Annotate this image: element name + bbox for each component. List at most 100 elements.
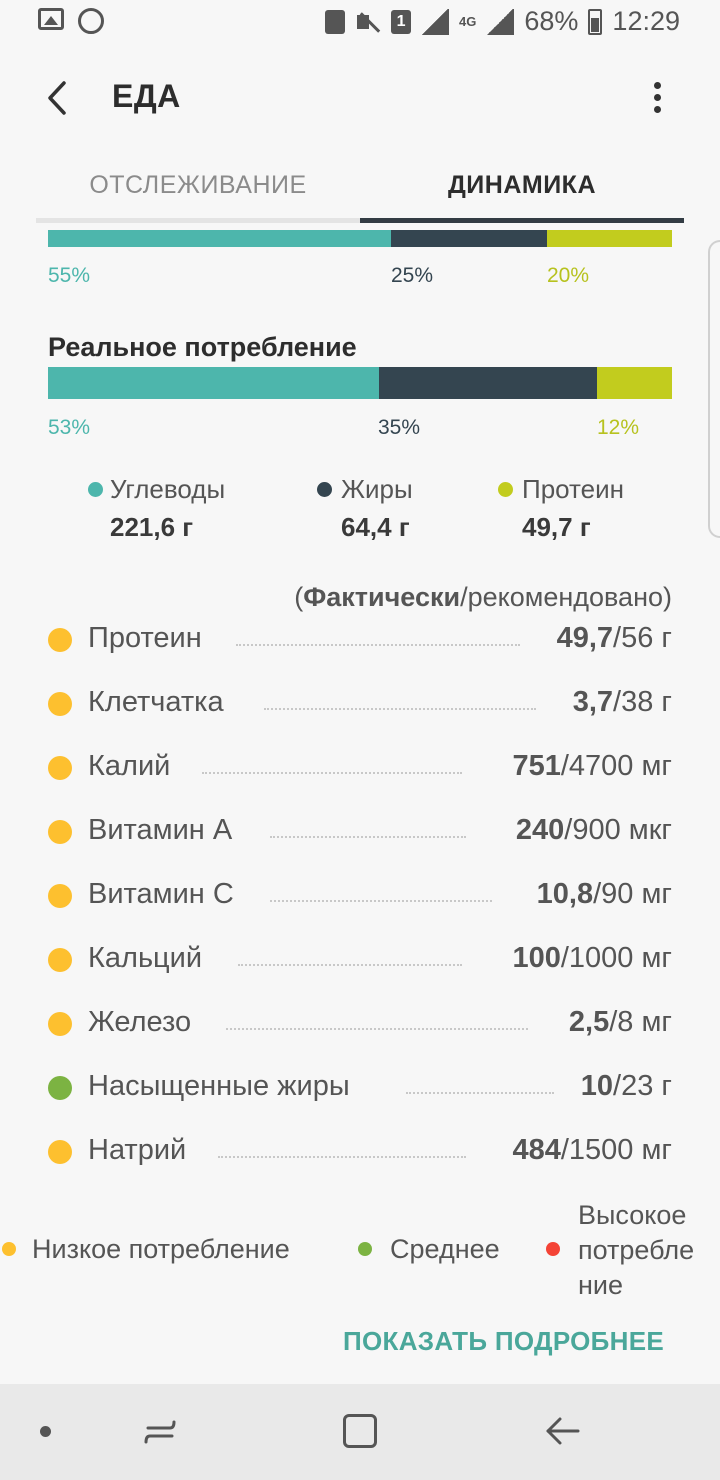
nutrient-row: Протеин 49,7/56 г bbox=[48, 622, 672, 662]
gallery-notification-icon bbox=[38, 8, 64, 30]
low-intake-dot-icon bbox=[48, 756, 72, 780]
low-intake-dot-icon bbox=[48, 948, 72, 972]
scroll-indicator bbox=[708, 240, 720, 538]
dotted-leader bbox=[226, 1028, 528, 1030]
nutrient-recommended: /38 г bbox=[613, 686, 672, 718]
carbs-dot-icon bbox=[88, 482, 103, 497]
nutrient-recommended: /1000 мг bbox=[560, 942, 672, 974]
nutrient-value: 2,5/8 мг bbox=[569, 1006, 672, 1039]
sim-icon: 1 bbox=[391, 9, 412, 34]
low-intake-legend-dot-icon bbox=[2, 1242, 16, 1256]
recommended-ratio-bar bbox=[48, 230, 672, 247]
recommended-protein-segment bbox=[547, 230, 672, 247]
actual-ratio-bar bbox=[48, 367, 672, 399]
low-intake-dot-icon bbox=[48, 1140, 72, 1164]
dotted-leader bbox=[236, 644, 520, 646]
nutrient-name: Калий bbox=[88, 750, 171, 782]
page-title: ЕДА bbox=[112, 78, 181, 114]
nutrient-name: Клетчатка bbox=[88, 686, 224, 718]
nutrient-recommended: /56 г bbox=[613, 622, 672, 654]
nutrient-name: Протеин bbox=[88, 622, 202, 654]
nutrient-value: 240/900 мкг bbox=[516, 814, 672, 847]
nutrients-header-rest: /рекомендовано) bbox=[460, 582, 672, 612]
low-intake-dot-icon bbox=[48, 1012, 72, 1036]
nav-dot-icon[interactable] bbox=[40, 1426, 51, 1437]
app-bar: ЕДА bbox=[0, 56, 720, 140]
clock: 12:29 bbox=[612, 6, 680, 36]
nutrient-actual: 3,7 bbox=[572, 686, 614, 718]
tab-divider bbox=[36, 218, 360, 223]
nutrients-header: (Фактически/рекомендовано) bbox=[294, 582, 672, 613]
legend-protein-value: 49,7 г bbox=[522, 512, 591, 542]
dotted-leader bbox=[406, 1092, 554, 1094]
nutrient-name: Кальций bbox=[88, 942, 203, 974]
status-bar: 1 4G 68% 12:29 bbox=[0, 0, 720, 48]
nutrient-recommended: /8 мг bbox=[609, 1006, 672, 1038]
actual-carbs-pct: 53% bbox=[48, 416, 91, 439]
back-nav-icon[interactable] bbox=[542, 1414, 582, 1448]
nutrient-name: Натрий bbox=[88, 1134, 187, 1166]
nutrient-row: Натрий 484/1500 мг bbox=[48, 1134, 672, 1174]
nutrient-value: 49,7/56 г bbox=[557, 622, 672, 655]
nutrient-actual: 10,8 bbox=[536, 878, 594, 910]
recent-apps-icon[interactable] bbox=[140, 1414, 180, 1448]
nutrient-row: Клетчатка 3,7/38 г bbox=[48, 686, 672, 726]
nutrient-row: Витамин C 10,8/90 мг bbox=[48, 878, 672, 918]
actual-fat-segment bbox=[378, 367, 598, 399]
nutrient-actual: 49,7 bbox=[556, 622, 614, 654]
intake-legend-high-line-2: потребле bbox=[578, 1235, 695, 1265]
legend-protein-label: Протеин bbox=[522, 474, 624, 504]
legend-fat-label: Жиры bbox=[341, 474, 413, 504]
nutrient-actual: 2,5 bbox=[568, 1006, 610, 1038]
nutrient-recommended: /900 мкг bbox=[564, 814, 672, 846]
high-intake-legend-dot-icon bbox=[546, 1242, 560, 1256]
nutrient-value: 3,7/38 г bbox=[573, 686, 672, 719]
actual-protein-segment bbox=[597, 367, 672, 399]
nutrient-recommended: /90 мг bbox=[593, 878, 672, 910]
back-arrow-icon[interactable] bbox=[44, 80, 72, 116]
signal-icon bbox=[421, 8, 450, 35]
nutrient-row: Железо 2,5/8 мг bbox=[48, 1006, 672, 1046]
system-nav-bar bbox=[0, 1384, 720, 1480]
intake-legend-high-line-1: Высокое bbox=[578, 1200, 687, 1230]
nutrient-row: Витамин A 240/900 мкг bbox=[48, 814, 672, 854]
legend-fat-value: 64,4 г bbox=[341, 512, 410, 542]
tab-tracking[interactable]: ОТСЛЕЖИВАНИЕ bbox=[89, 171, 307, 199]
signal-icon-2 bbox=[486, 8, 515, 35]
intake-legend-mid-label: Среднее bbox=[390, 1234, 500, 1264]
nutrient-value: 10,8/90 мг bbox=[537, 878, 672, 911]
dotted-leader bbox=[270, 836, 466, 838]
dotted-leader bbox=[270, 900, 492, 902]
actual-fat-pct: 35% bbox=[378, 416, 421, 439]
nutrient-row: Насыщенные жиры 10/23 г bbox=[48, 1070, 672, 1110]
intake-legend-high-label: Высокое потребле ние bbox=[578, 1198, 718, 1303]
more-options-icon[interactable] bbox=[640, 78, 676, 118]
show-more-button[interactable]: ПОКАЗАТЬ ПОДРОБНЕЕ bbox=[343, 1326, 664, 1356]
recycle-icon bbox=[325, 9, 346, 34]
recommended-fat-pct: 25% bbox=[391, 264, 434, 287]
fat-dot-icon bbox=[317, 482, 332, 497]
nutrient-value: 100/1000 мг bbox=[512, 942, 672, 975]
recommended-carbs-pct: 55% bbox=[48, 264, 91, 287]
low-intake-dot-icon bbox=[48, 820, 72, 844]
nutrient-recommended: /4700 мг bbox=[560, 750, 672, 782]
nutrient-actual: 240 bbox=[515, 814, 565, 846]
actual-protein-pct: 12% bbox=[597, 416, 640, 439]
recommended-protein-pct: 20% bbox=[547, 264, 590, 287]
nutrient-name: Витамин C bbox=[88, 878, 234, 910]
network-type: 4G bbox=[459, 13, 477, 29]
nutrient-actual: 10 bbox=[580, 1070, 614, 1102]
mute-icon bbox=[355, 9, 381, 35]
tab-dynamics[interactable]: ДИНАМИКА bbox=[448, 171, 596, 199]
nutrient-recommended: /23 г bbox=[613, 1070, 672, 1102]
low-intake-dot-icon bbox=[48, 692, 72, 716]
tab-bar: ОТСЛЕЖИВАНИЕ ДИНАМИКА bbox=[36, 150, 684, 224]
intake-legend-low-label: Низкое потребление bbox=[32, 1234, 290, 1264]
nutrient-row: Калий 751/4700 мг bbox=[48, 750, 672, 790]
low-intake-dot-icon bbox=[48, 884, 72, 908]
home-icon[interactable] bbox=[343, 1414, 377, 1448]
recommended-carbs-segment bbox=[48, 230, 392, 247]
nutrient-value: 484/1500 мг bbox=[512, 1134, 672, 1167]
medium-intake-legend-dot-icon bbox=[358, 1242, 372, 1256]
nutrients-header-open: ( bbox=[294, 582, 304, 612]
